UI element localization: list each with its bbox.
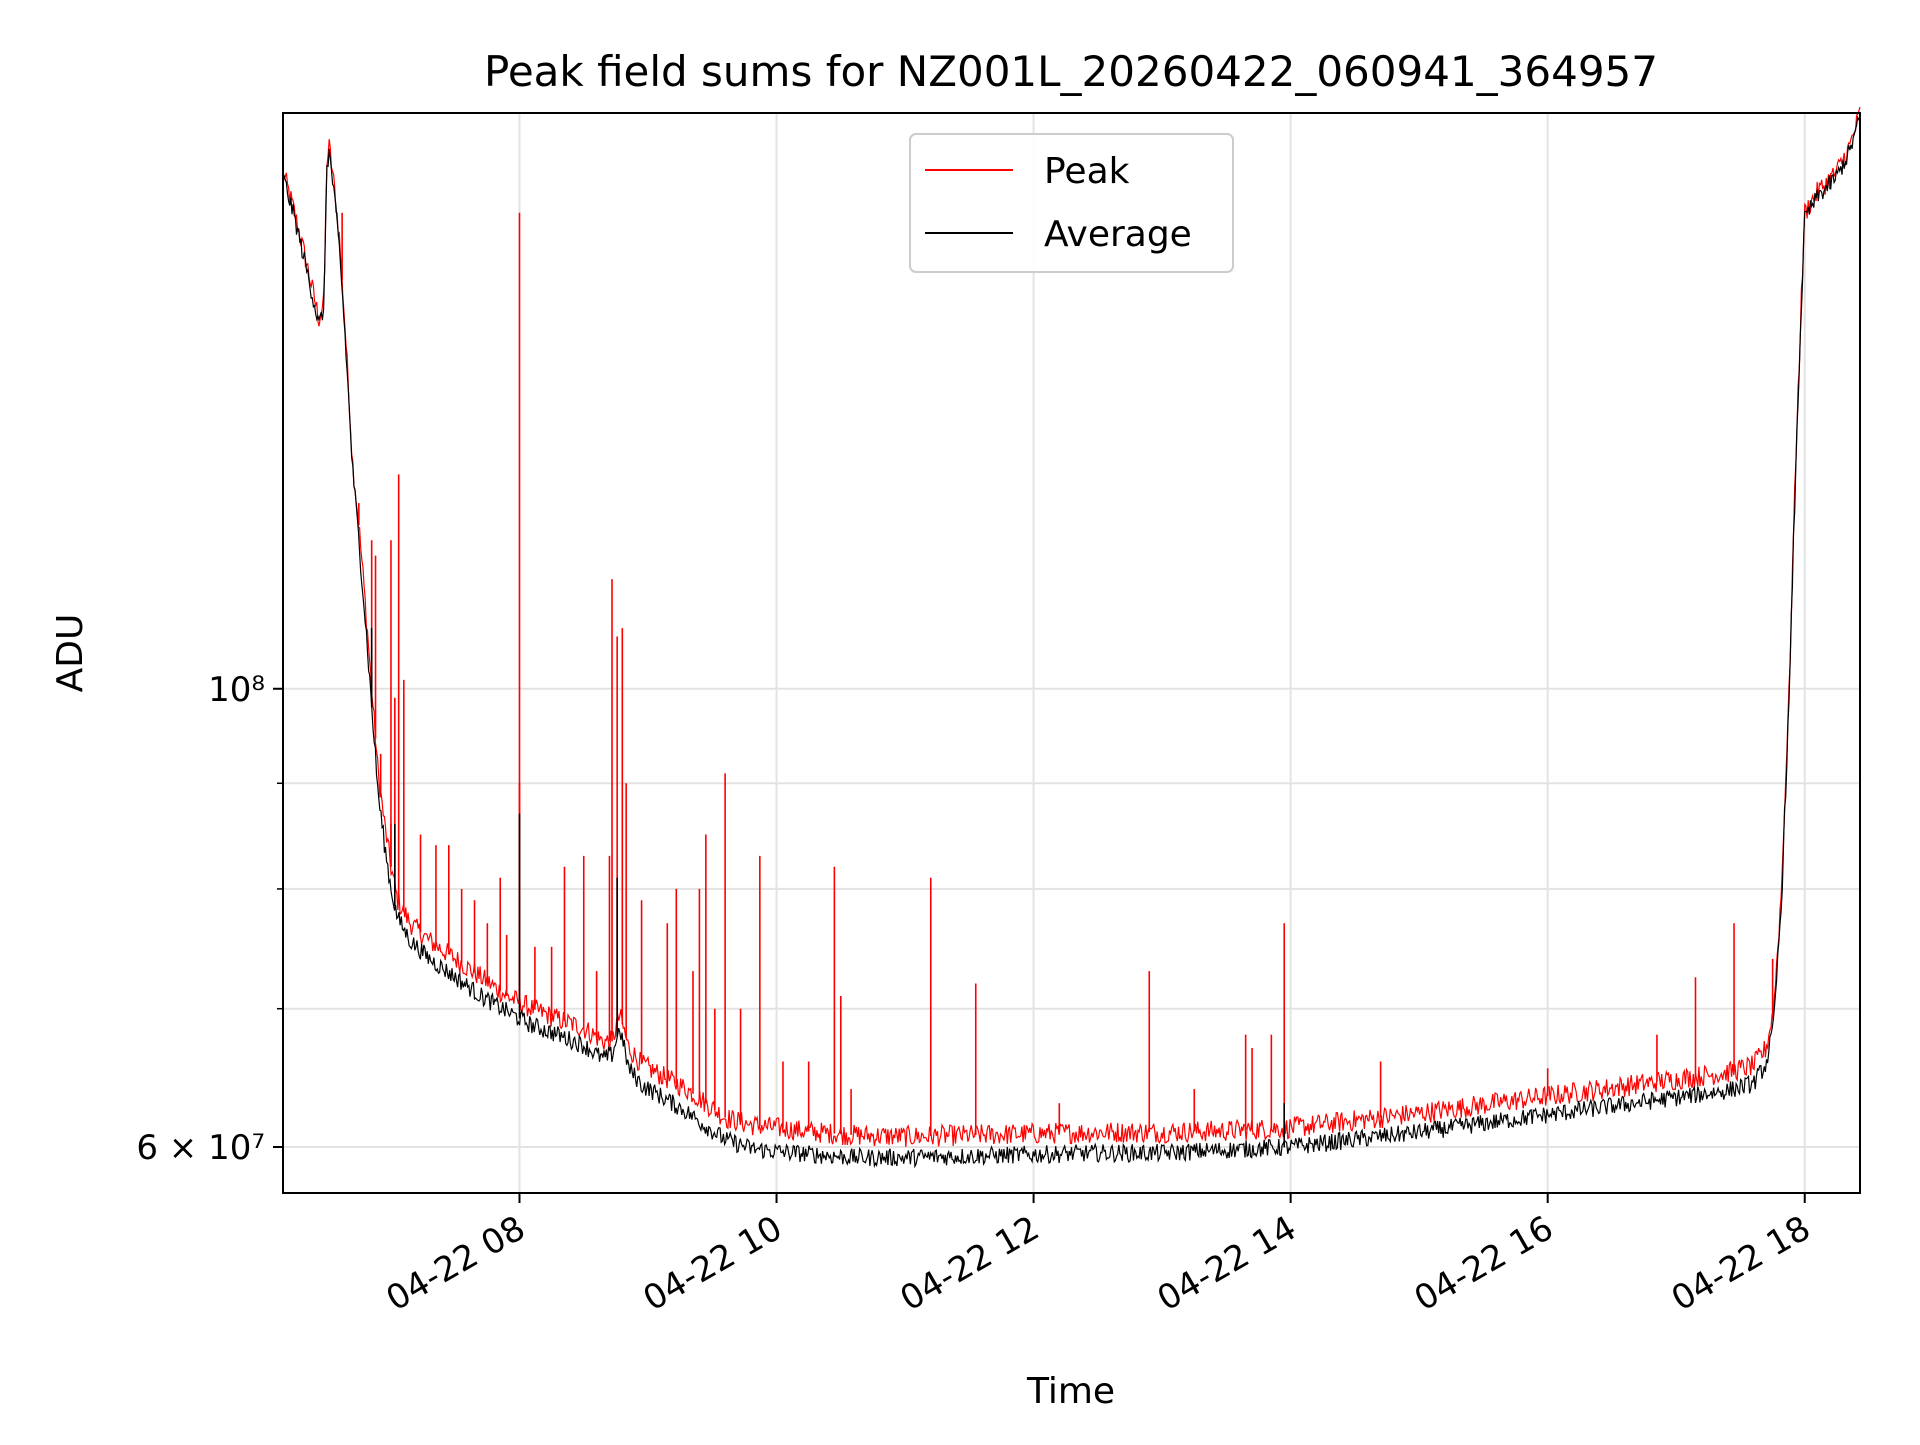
peak-line (282, 106, 1861, 1147)
average-line (282, 115, 1861, 1169)
y-tick-label: 6 × 10⁷ (136, 1128, 265, 1168)
chart-title: Peak field sums for NZ001L_20260422_0609… (484, 47, 1658, 96)
legend-box (909, 133, 1234, 273)
legend-peak-label: Peak (1044, 151, 1130, 192)
plot-frame (282, 112, 1861, 1194)
x-axis-label: Time (1026, 1371, 1115, 1412)
series-peak (282, 106, 1861, 1147)
y-axis-label: ADU (50, 614, 91, 693)
legend: Peak Average (909, 133, 1234, 273)
grid-layer (283, 113, 1860, 1193)
y-tick-label: 10⁸ (208, 670, 265, 710)
plot-layer (282, 106, 1861, 1169)
series-average (282, 115, 1861, 1169)
legend-average-label: Average (1044, 214, 1192, 255)
